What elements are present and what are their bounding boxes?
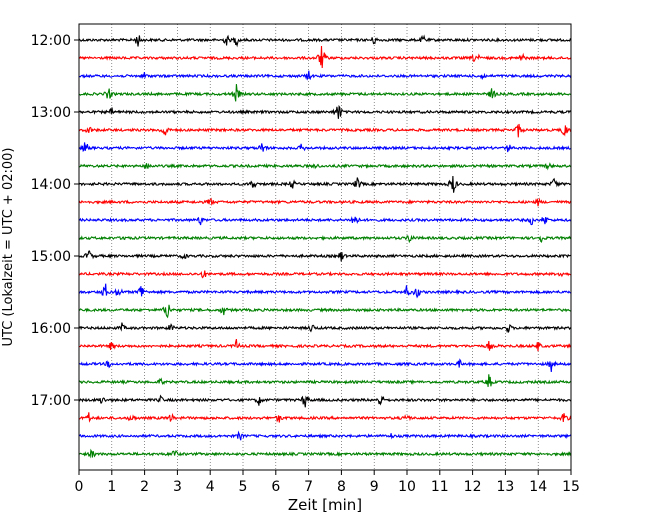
trace-1400 (78, 175, 572, 193)
x-tick-label: 7 (304, 479, 313, 495)
x-tick-label: 5 (239, 479, 248, 495)
x-tick-label: 6 (271, 479, 280, 495)
trace-1200 (78, 34, 571, 48)
trace-1315 (78, 123, 572, 138)
trace-1630 (78, 358, 572, 372)
trace-1715 (79, 412, 572, 423)
trace-1530 (78, 283, 572, 299)
y-tick-label: 14:00 (31, 177, 71, 193)
x-tick-label: 15 (562, 479, 580, 495)
x-tick-label: 1 (107, 479, 116, 495)
trace-1645 (78, 374, 572, 387)
x-tick-label: 8 (337, 479, 346, 495)
trace-1445 (78, 234, 572, 244)
trace-1245 (78, 84, 572, 102)
plot-frame (78, 23, 572, 471)
x-tick-label: 9 (370, 479, 379, 495)
x-tick-label: 3 (173, 479, 182, 495)
trace-1500 (78, 250, 572, 262)
trace-1215 (78, 45, 572, 69)
trace-1300 (78, 104, 572, 119)
trace-1745 (78, 448, 572, 459)
trace-1345 (78, 162, 571, 171)
y-axis-label: UTC (Lokalzeit = UTC + 02:00) (1, 148, 16, 347)
y-tick-label: 15:00 (31, 249, 71, 265)
y-tick-label: 13:00 (31, 105, 71, 121)
trace-1700 (78, 394, 572, 408)
trace-1615 (78, 338, 572, 352)
x-axis: 0 1 2 3 4 5 6 7 8 9 10 11 12 13 14 15 (75, 470, 580, 495)
y-tick-label: 16:00 (31, 321, 71, 337)
trace-1515 (78, 270, 572, 279)
trace-1230 (78, 70, 572, 81)
y-tick-label: 17:00 (31, 393, 71, 409)
trace-1730 (78, 430, 572, 441)
grid-lines (111, 24, 539, 470)
x-axis-label: Zeit [min] (288, 496, 362, 514)
y-tick-label: 12:00 (31, 33, 71, 49)
trace-group (78, 34, 572, 459)
trace-1600 (78, 322, 572, 334)
trace-1545 (79, 304, 572, 319)
x-tick-label: 10 (398, 479, 416, 495)
trace-1330 (78, 142, 572, 153)
x-tick-label: 11 (431, 479, 449, 495)
x-tick-label: 13 (496, 479, 514, 495)
trace-1415 (78, 197, 572, 207)
y-axis: 12:00 13:00 14:00 15:00 16:00 17:00 (31, 33, 79, 409)
x-tick-label: 14 (529, 479, 547, 495)
x-tick-label: 4 (206, 479, 215, 495)
x-tick-label: 0 (75, 479, 84, 495)
trace-1430 (78, 215, 572, 226)
x-tick-label: 12 (464, 479, 482, 495)
x-tick-label: 2 (140, 479, 149, 495)
